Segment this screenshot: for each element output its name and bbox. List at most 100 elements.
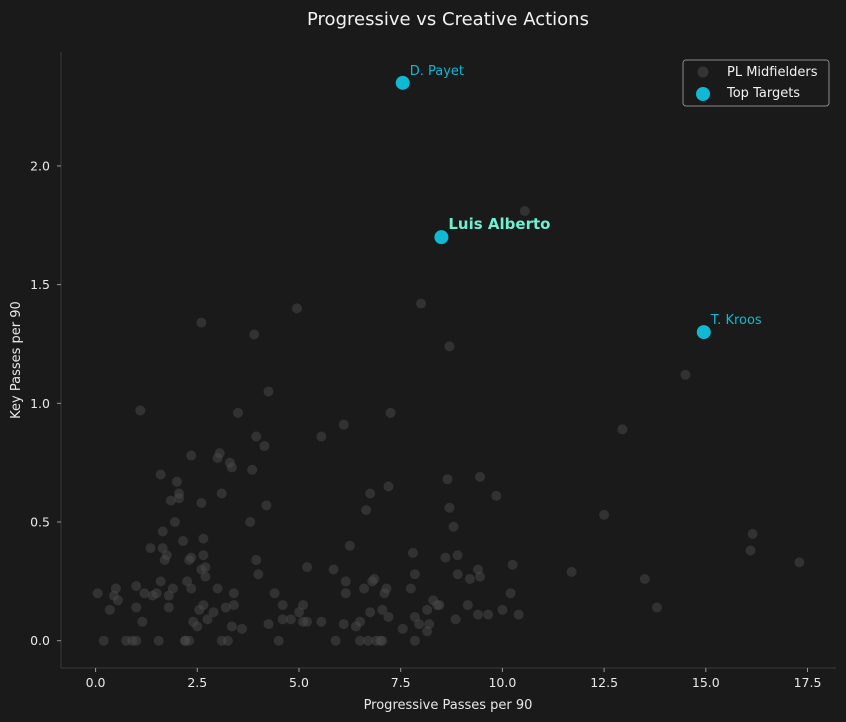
target-label: Luis Alberto <box>448 215 550 233</box>
midfielder-point <box>212 583 223 594</box>
midfielder-point <box>475 471 486 482</box>
midfielder-point <box>442 474 453 485</box>
midfielder-point <box>186 552 197 563</box>
x-tick-label: 7.5 <box>391 675 411 690</box>
midfielder-point <box>383 481 394 492</box>
midfielder-point <box>316 616 327 627</box>
midfielder-point <box>249 329 260 340</box>
y-axis-label: Key Passes per 90 <box>9 301 24 419</box>
y-tick-label: 0.5 <box>30 515 50 530</box>
midfielder-point <box>363 635 374 646</box>
midfielder-point <box>173 488 184 499</box>
midfielder-point <box>165 495 176 506</box>
midfielder-point <box>440 552 451 563</box>
midfielder-point <box>245 517 256 528</box>
midfielder-point <box>251 554 262 565</box>
midfielder-point <box>302 616 313 627</box>
midfielder-point <box>222 635 233 646</box>
midfielder-point <box>186 583 197 594</box>
axes-spines <box>60 52 836 669</box>
midfielder-point <box>497 604 508 615</box>
midfielder-point <box>198 550 209 561</box>
top-targets-series: D. Payet Luis Alberto T. Kroos <box>395 64 762 340</box>
midfielder-point <box>407 547 418 558</box>
midfielder-point <box>472 609 483 620</box>
midfielder-point <box>232 407 243 418</box>
midfielder-point <box>409 569 420 580</box>
midfielder-point <box>261 500 272 511</box>
midfielder-point <box>104 604 115 615</box>
midfielder-point <box>145 543 156 554</box>
midfielder-point <box>220 602 231 613</box>
midfielder-point <box>285 614 296 625</box>
midfielder-point <box>617 424 628 435</box>
midfielder-point <box>214 448 225 459</box>
x-tick-label: 2.5 <box>187 675 207 690</box>
midfielder-point <box>153 635 164 646</box>
x-tick-label: 12.5 <box>590 675 618 690</box>
x-tick-label: 17.5 <box>794 675 822 690</box>
midfielder-point <box>200 571 211 582</box>
midfielder-point <box>198 600 209 611</box>
midfielder-point <box>178 536 189 547</box>
midfielder-point <box>452 550 463 561</box>
midfielder-point <box>491 490 502 501</box>
y-tick-label: 2.0 <box>30 158 50 173</box>
midfielder-point <box>216 488 227 499</box>
midfielder-point <box>344 540 355 551</box>
midfielder-point <box>414 619 425 630</box>
y-tick-label: 0.0 <box>30 633 50 648</box>
midfielder-point <box>651 602 662 613</box>
midfielder-point <box>338 419 349 430</box>
midfielder-point <box>169 517 180 528</box>
midfielder-point <box>361 505 372 516</box>
midfielder-point <box>192 621 203 632</box>
midfielder-point <box>359 583 370 594</box>
midfielder-point <box>269 588 280 599</box>
midfielder-point <box>139 588 150 599</box>
midfielder-point <box>161 550 172 561</box>
midfielder-point <box>794 557 805 568</box>
legend-marker-pl-midfielders <box>697 66 709 78</box>
midfielder-point <box>385 407 396 418</box>
midfielder-point <box>405 583 416 594</box>
midfielder-point <box>131 581 142 592</box>
legend: PL Midfielders Top Targets <box>682 59 830 107</box>
midfielder-point <box>452 569 463 580</box>
legend-label-top-targets: Top Targets <box>726 86 800 101</box>
y-tick-label: 1.5 <box>30 277 50 292</box>
midfielder-point <box>483 609 494 620</box>
midfielder-point <box>263 386 274 397</box>
midfielder-point <box>409 635 420 646</box>
midfielder-point <box>505 588 516 599</box>
midfielder-point <box>462 600 473 611</box>
midfielder-point <box>302 562 313 573</box>
midfielder-point <box>273 635 284 646</box>
midfielder-point <box>196 498 207 509</box>
x-axis-ticks: 0.0 2.5 5.0 7.5 10.0 12.5 15.0 17.5 <box>86 668 822 690</box>
midfielder-point <box>251 431 262 442</box>
midfielder-point <box>155 576 166 587</box>
target-point <box>434 230 449 245</box>
midfielder-point <box>263 619 274 630</box>
midfielder-point <box>208 607 219 618</box>
x-tick-label: 5.0 <box>289 675 309 690</box>
x-tick-label: 0.0 <box>86 675 106 690</box>
y-tick-label: 1.0 <box>30 396 50 411</box>
midfielder-point <box>381 583 392 594</box>
midfielder-point <box>228 600 239 611</box>
x-tick-label: 15.0 <box>692 675 720 690</box>
midfielder-point <box>355 635 366 646</box>
midfielder-point <box>680 369 691 380</box>
midfielder-point <box>163 602 174 613</box>
midfielder-point <box>226 462 237 473</box>
midfielder-point <box>316 431 327 442</box>
target-label: T. Kroos <box>710 313 762 328</box>
midfielder-point <box>226 621 237 632</box>
midfielder-point <box>424 619 435 630</box>
midfielder-point <box>340 576 351 587</box>
midfielder-point <box>184 635 195 646</box>
midfielder-point <box>298 600 309 611</box>
